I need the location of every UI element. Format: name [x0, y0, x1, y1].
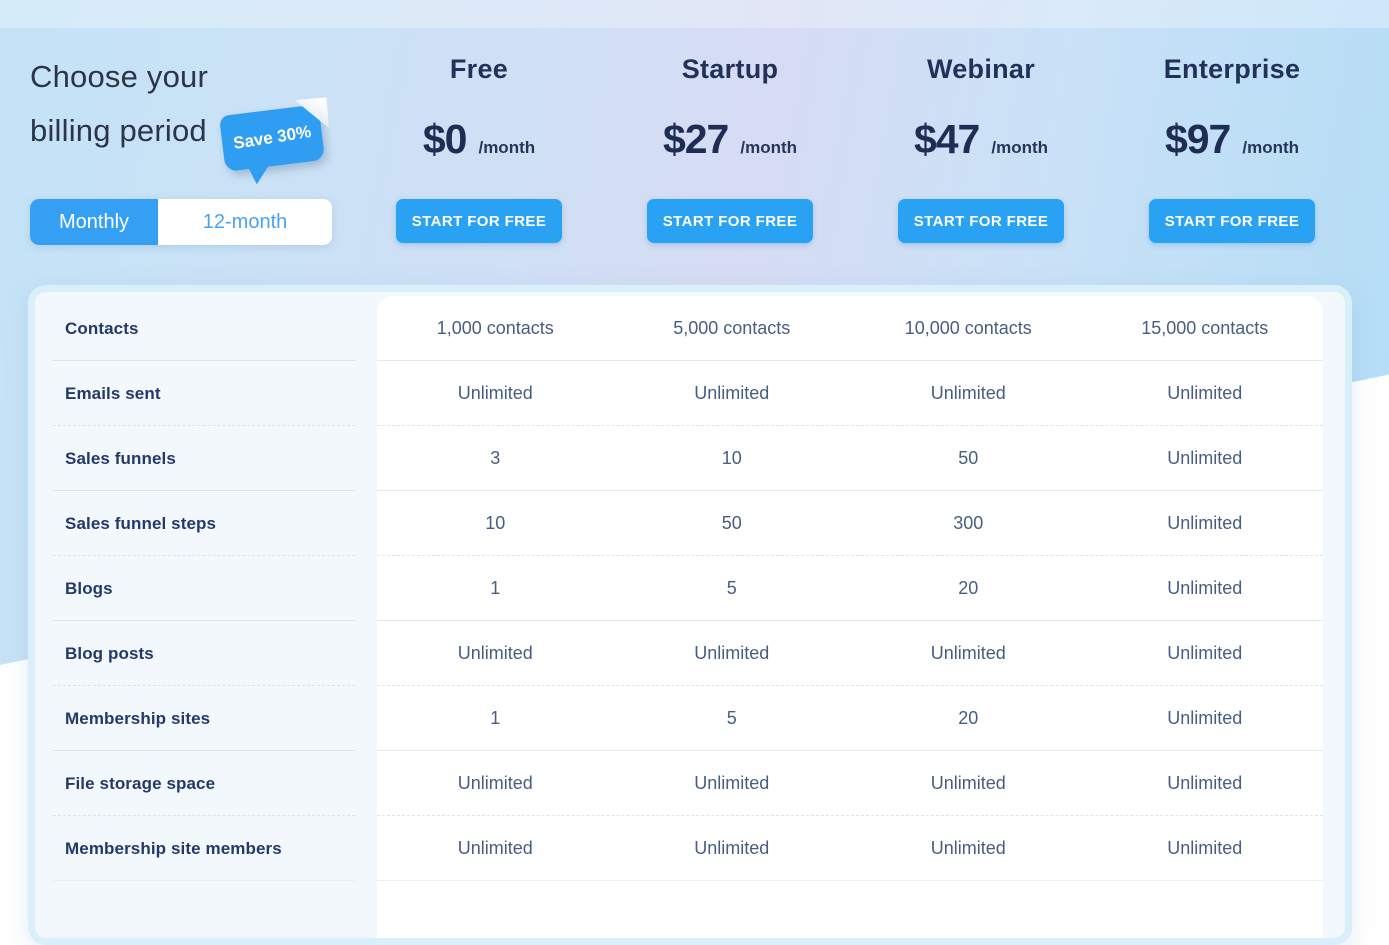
feature-value: Unlimited [1167, 577, 1243, 598]
feature-value: Unlimited [1167, 707, 1243, 728]
feature-label: File storage space [35, 751, 377, 816]
save-30-badge-label: Save 30% [231, 121, 313, 154]
start-for-free-button-enterprise[interactable]: START FOR FREE [1149, 199, 1315, 243]
plan-period: /month [740, 138, 798, 157]
feature-value: 10,000 contacts [904, 317, 1032, 338]
plan-price: $47 [913, 116, 980, 162]
feature-row: Blogs 1 5 20 Unlimited [35, 556, 1323, 621]
feature-value: Unlimited [694, 382, 770, 403]
feature-value: Unlimited [930, 772, 1006, 793]
feature-row: Sales funnel steps 10 50 300 Unlimited [35, 491, 1323, 556]
feature-label: Contacts [35, 296, 377, 361]
feature-value: Unlimited [694, 772, 770, 793]
billing-title-line1: Choose your [30, 59, 208, 94]
plan-period: /month [478, 138, 536, 157]
feature-row: File storage space Unlimited Unlimited Unl… [35, 751, 1323, 816]
feature-value: 15,000 contacts [1141, 317, 1269, 338]
start-for-free-button-free[interactable]: START FOR FREE [396, 199, 562, 243]
plan-price: $27 [662, 116, 729, 162]
plan-column-free: Free $0 /month START FOR FREE [361, 0, 597, 260]
plan-price-row: $27 /month [612, 116, 848, 163]
toggle-option-12-month[interactable]: 12-month [158, 199, 332, 245]
feature-value: Unlimited [457, 772, 533, 793]
feature-values: 1 5 20 Unlimited [377, 686, 1323, 751]
feature-value: 3 [490, 447, 501, 468]
feature-values: Unlimited Unlimited Unlimited Unlimited [377, 361, 1323, 426]
billing-title-line2: billing period [30, 113, 207, 148]
plan-name: Webinar [926, 54, 1036, 84]
feature-value: Unlimited [694, 642, 770, 663]
start-for-free-button-startup[interactable]: START FOR FREE [647, 199, 813, 243]
plan-price: $97 [1164, 116, 1231, 162]
feature-label: Blog posts [35, 621, 377, 686]
feature-value: 50 [958, 447, 979, 468]
feature-row: Contacts 1,000 contacts 5,000 contacts 10,… [35, 296, 1323, 361]
toggle-option-monthly[interactable]: Monthly [30, 199, 158, 245]
feature-value: 5,000 contacts [673, 317, 791, 338]
feature-values: 3 10 50 Unlimited [377, 426, 1323, 491]
plan-name: Free [449, 54, 509, 84]
feature-row: Emails sent Unlimited Unlimited Unlimited U… [35, 361, 1323, 426]
feature-value: Unlimited [930, 642, 1006, 663]
plan-price-row: $0 /month [361, 116, 597, 163]
feature-values: Unlimited Unlimited Unlimited Unlimited [377, 751, 1323, 816]
feature-value: Unlimited [1167, 642, 1243, 663]
features-table: Contacts 1,000 contacts 5,000 contacts 10,… [35, 296, 1323, 881]
feature-value: 20 [958, 577, 979, 598]
feature-values: Unlimited Unlimited Unlimited Unlimited [377, 816, 1323, 881]
feature-value: Unlimited [1167, 772, 1243, 793]
top-band [0, 0, 1389, 28]
feature-row: Membership sites 1 5 20 Unlimited [35, 686, 1323, 751]
plan-price: $0 [422, 116, 468, 162]
plan-name: Startup [681, 54, 779, 84]
feature-label: Emails sent [35, 361, 377, 426]
features-card: Contacts 1,000 contacts 5,000 contacts 10,… [28, 285, 1352, 945]
feature-value: 1,000 contacts [436, 317, 554, 338]
feature-value: Unlimited [1167, 447, 1243, 468]
plan-period: /month [991, 138, 1049, 157]
feature-value: 5 [726, 707, 737, 728]
feature-row: Membership site members Unlimited Unlimit… [35, 816, 1323, 881]
feature-value: 5 [726, 577, 737, 598]
plan-column-startup: Startup $27 /month START FOR FREE [612, 0, 848, 260]
plan-period: /month [1242, 138, 1300, 157]
plan-price-row: $97 /month [1114, 116, 1350, 163]
feature-row: Blog posts Unlimited Unlimited Unlimited Un… [35, 621, 1323, 686]
feature-label: Sales funnel steps [35, 491, 377, 556]
feature-row: Sales funnels 3 10 50 Unlimited [35, 426, 1323, 491]
feature-value: 10 [485, 512, 506, 533]
feature-label: Membership site members [35, 816, 377, 881]
feature-label: Membership sites [35, 686, 377, 751]
feature-value: Unlimited [457, 642, 533, 663]
feature-value: 300 [953, 512, 984, 533]
plan-column-webinar: Webinar $47 /month START FOR FREE [863, 0, 1099, 260]
start-for-free-button-webinar[interactable]: START FOR FREE [898, 199, 1064, 243]
feature-value: Unlimited [694, 837, 770, 858]
values-panel [377, 296, 1323, 938]
billing-title: Choose your billing period [30, 50, 290, 158]
feature-label: Blogs [35, 556, 377, 621]
feature-value: Unlimited [457, 382, 533, 403]
feature-value: 50 [721, 512, 742, 533]
feature-values: 10 50 300 Unlimited [377, 491, 1323, 556]
feature-value: Unlimited [930, 382, 1006, 403]
feature-value: Unlimited [1167, 837, 1243, 858]
plan-column-enterprise: Enterprise $97 /month START FOR FREE [1114, 0, 1350, 260]
feature-values: 1 5 20 Unlimited [377, 556, 1323, 621]
feature-value: 10 [721, 447, 742, 468]
feature-value: 20 [958, 707, 979, 728]
plan-price-row: $47 /month [863, 116, 1099, 163]
plan-name: Enterprise [1163, 54, 1301, 84]
feature-values: Unlimited Unlimited Unlimited Unlimited [377, 621, 1323, 686]
feature-value: Unlimited [1167, 382, 1243, 403]
feature-value: 1 [490, 577, 501, 598]
feature-values: 1,000 contacts 5,000 contacts 10,000 conta… [377, 296, 1323, 361]
feature-value: Unlimited [1167, 512, 1243, 533]
feature-value: Unlimited [930, 837, 1006, 858]
feature-value: 1 [490, 707, 501, 728]
feature-label: Sales funnels [35, 426, 377, 491]
billing-period-toggle[interactable]: Monthly 12-month [30, 199, 332, 245]
feature-value: Unlimited [457, 837, 533, 858]
